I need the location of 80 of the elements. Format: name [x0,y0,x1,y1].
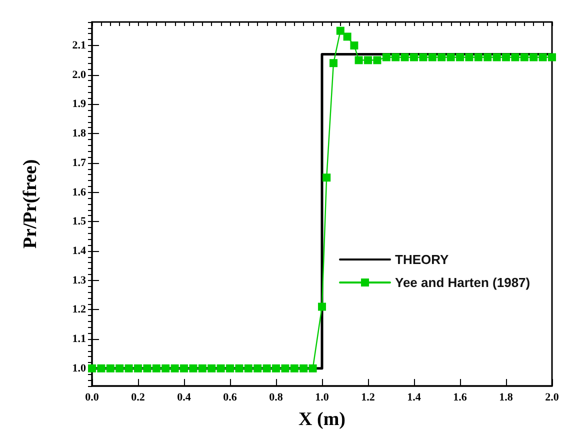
legend-label: Yee and Harten (1987) [395,275,530,290]
point [474,53,482,62]
point [538,53,547,62]
point [520,53,528,62]
y-tick-label: 1.2 [72,304,86,316]
y-tick-label: 1.5 [72,216,86,228]
x-tick-label: 0.4 [177,392,192,404]
point [548,53,556,62]
x-tick-label: 1.4 [407,392,422,404]
y-tick-label: 1.4 [72,244,86,257]
point [364,56,372,64]
point [97,364,106,372]
point [502,53,510,62]
x-tick-label: 0.0 [85,392,100,404]
y-tick-label: 1.6 [72,186,86,198]
point [465,53,474,62]
x-tick-label: 1.6 [453,392,468,404]
point [235,364,244,372]
x-tick-label: 0.8 [269,392,284,404]
point [438,53,446,62]
point [428,53,436,62]
y-tick-label: 1.9 [72,98,86,110]
point [254,364,262,372]
point [318,302,326,311]
point [162,364,170,372]
x-tick-label: 1.2 [361,392,376,404]
point [492,53,501,62]
point [446,53,455,62]
point [392,53,400,62]
point [354,56,363,64]
y-tick-label: 1.8 [72,128,86,140]
y-tick-label: 1.0 [72,362,86,374]
point [152,364,160,372]
y-tick-label: 2.0 [72,68,86,81]
point [308,364,317,372]
y-tick-label: 2.1 [72,39,86,52]
point [330,59,338,68]
point [198,364,206,372]
point [244,364,252,372]
point [373,56,382,64]
point [226,364,234,372]
x-tick-label: 2.0 [545,392,560,404]
point [134,364,142,372]
point [281,364,290,372]
y-tick-label: 1.3 [72,274,86,286]
point [419,53,428,62]
point [456,53,464,62]
point [511,53,520,62]
point [350,41,358,50]
point [170,364,179,372]
legend-label: THEORY [395,252,450,267]
point [336,26,344,35]
y-axis-title: Pr/Pr(free) [20,159,41,249]
point [143,364,152,372]
point [180,364,188,372]
point [272,364,280,372]
point [484,53,492,62]
y-tick-label: 1.1 [72,333,86,346]
x-tick-label: 1.0 [315,392,330,404]
point [124,364,133,372]
point [106,364,114,372]
x-tick-label: 0.6 [223,392,238,404]
point [410,53,418,62]
point [300,364,308,372]
y-tick-label: 1.7 [72,156,86,169]
point [116,364,124,372]
x-tick-label: 0.2 [131,392,146,404]
point [189,364,198,372]
point [88,364,96,372]
point [382,53,390,62]
point [322,174,331,182]
x-tick-label: 1.8 [499,392,514,404]
point [530,53,538,62]
point [290,364,298,372]
point [216,364,225,372]
point [343,32,352,41]
point [400,53,409,62]
x-axis-title: X (m) [298,409,346,430]
point [208,364,216,372]
point [262,364,271,372]
